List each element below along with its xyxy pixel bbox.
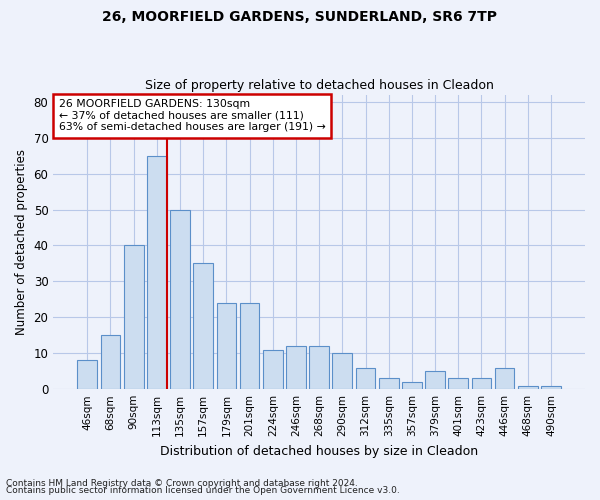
Bar [402,382,422,389]
Bar [77,360,97,389]
Bar [147,156,167,389]
Text: Contains public sector information licensed under the Open Government Licence v3: Contains public sector information licen… [6,486,400,495]
Bar [240,303,259,389]
Bar [518,386,538,389]
Bar [495,368,514,389]
Bar [101,336,121,389]
Bar [124,246,143,389]
Bar [286,346,306,389]
Bar [472,378,491,389]
Text: 26 MOORFIELD GARDENS: 130sqm
← 37% of detached houses are smaller (111)
63% of s: 26 MOORFIELD GARDENS: 130sqm ← 37% of de… [59,99,325,132]
Y-axis label: Number of detached properties: Number of detached properties [15,149,28,335]
Bar [193,264,213,389]
Bar [170,210,190,389]
Text: Contains HM Land Registry data © Crown copyright and database right 2024.: Contains HM Land Registry data © Crown c… [6,478,358,488]
Bar [217,303,236,389]
X-axis label: Distribution of detached houses by size in Cleadon: Distribution of detached houses by size … [160,444,478,458]
Bar [448,378,468,389]
Bar [263,350,283,389]
Bar [541,386,561,389]
Bar [356,368,376,389]
Text: 26, MOORFIELD GARDENS, SUNDERLAND, SR6 7TP: 26, MOORFIELD GARDENS, SUNDERLAND, SR6 7… [103,10,497,24]
Bar [332,354,352,389]
Bar [425,371,445,389]
Bar [379,378,398,389]
Bar [309,346,329,389]
Title: Size of property relative to detached houses in Cleadon: Size of property relative to detached ho… [145,79,494,92]
